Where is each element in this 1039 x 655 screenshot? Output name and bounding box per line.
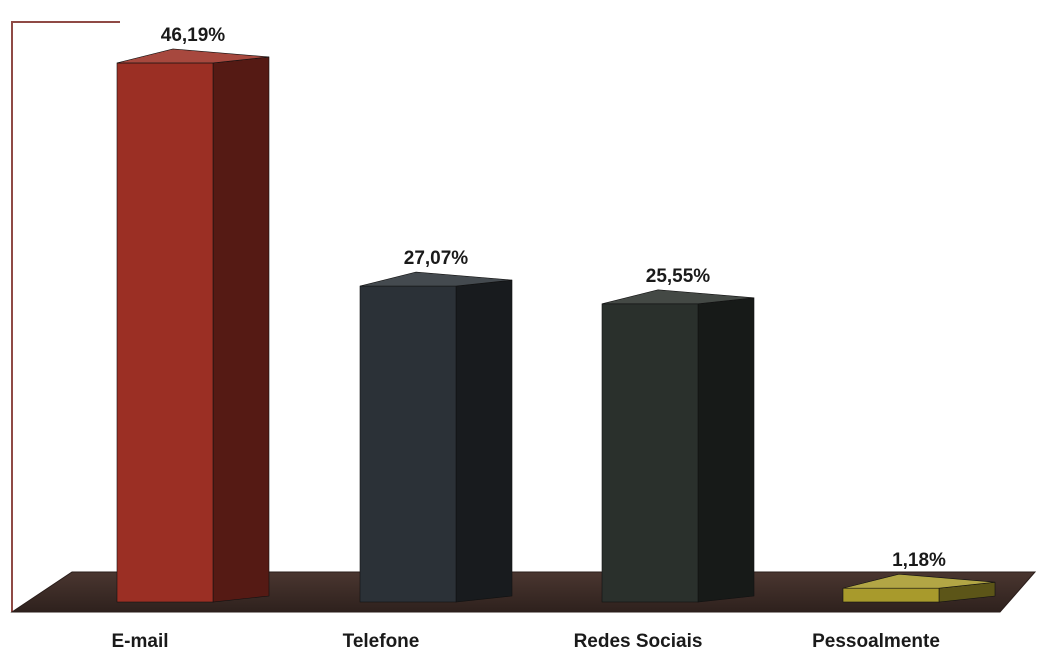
chart-back-wall: [11, 21, 120, 612]
bar-3: [842, 573, 996, 603]
bar-front-face: [842, 587, 940, 603]
bar-side-face: [455, 279, 513, 603]
bar-2: [601, 289, 755, 603]
value-label: 27,07%: [404, 248, 469, 269]
bar-side-face: [697, 297, 755, 603]
bar-side-face: [212, 56, 270, 603]
bar-top-face: [359, 271, 513, 287]
category-label: Telefone: [343, 631, 420, 652]
bar-front-face: [359, 285, 457, 603]
bar-top-face: [842, 573, 996, 589]
bar-front-face: [116, 62, 214, 603]
category-label: Pessoalmente: [812, 631, 940, 652]
value-labels-layer: 46,19% 27,07% 25,55% 1,18%: [161, 25, 946, 571]
bar-front-face: [601, 303, 699, 603]
bar-top-face: [601, 289, 755, 305]
bar-top-face: [116, 48, 270, 64]
value-label: 25,55%: [646, 266, 711, 287]
bar-0: [116, 48, 270, 603]
category-label: E-mail: [111, 631, 168, 652]
bars-layer: [116, 48, 996, 603]
bar-1: [359, 271, 513, 603]
value-label: 46,19%: [161, 25, 226, 46]
category-labels-layer: E-mail Telefone Redes Sociais Pessoalmente: [111, 631, 939, 652]
category-label: Redes Sociais: [574, 631, 703, 652]
value-label: 1,18%: [892, 550, 946, 571]
